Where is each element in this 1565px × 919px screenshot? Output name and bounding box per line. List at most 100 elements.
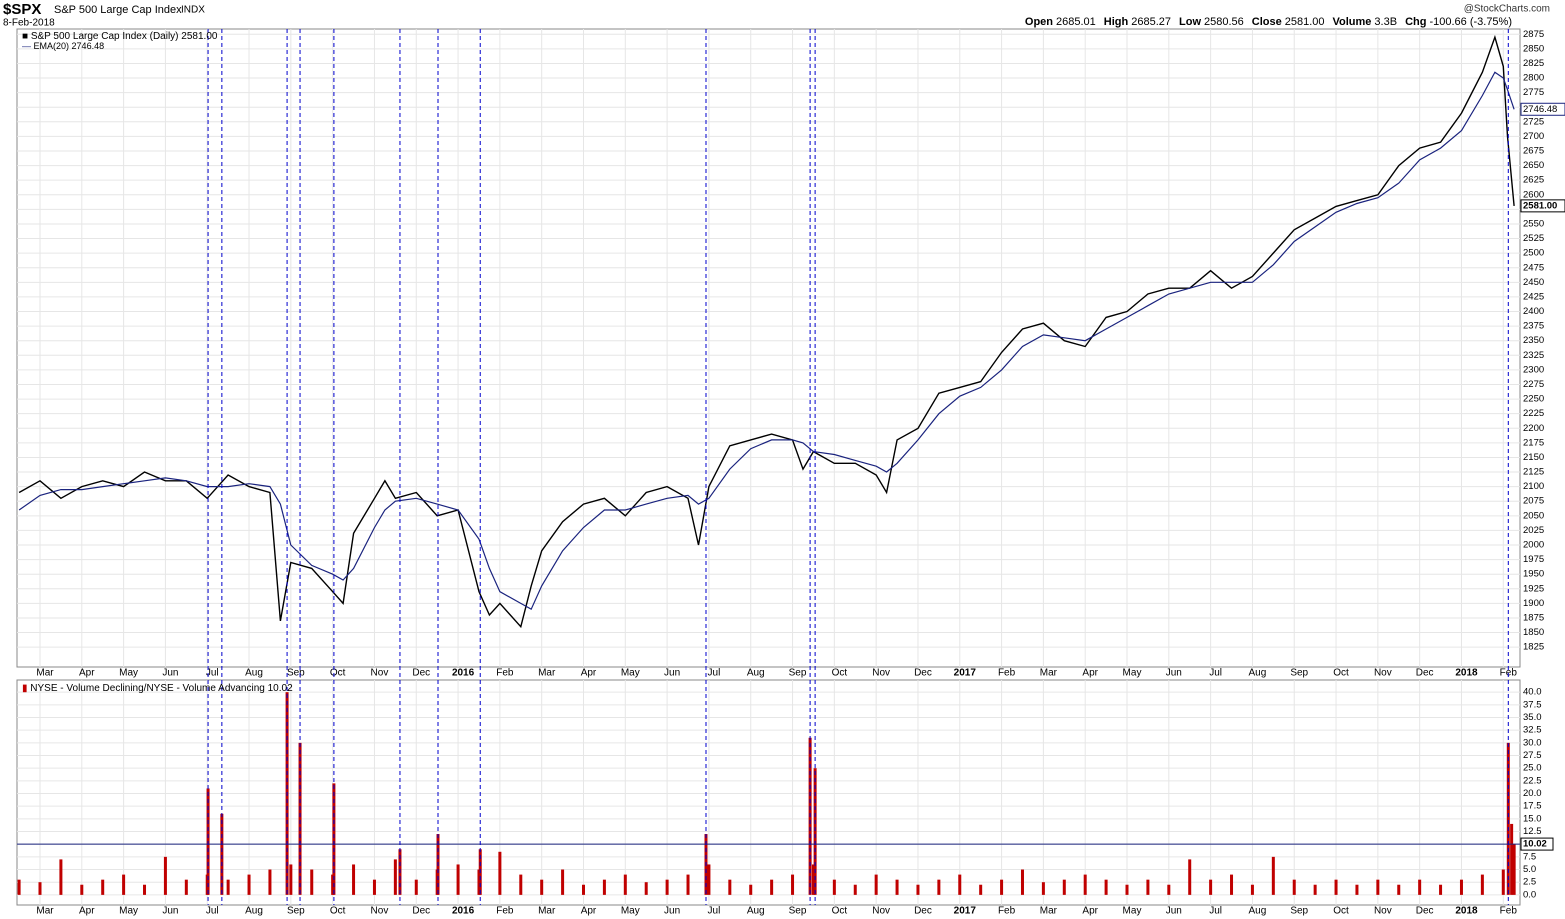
- x-tick-label: Apr: [1082, 668, 1098, 679]
- close-last-label: 2581.00: [1523, 200, 1557, 211]
- x-tick-label: Mar: [36, 906, 54, 917]
- y-tick-label: 20.0: [1523, 788, 1542, 799]
- x-tick-label: Jul: [206, 668, 219, 679]
- bar: [1020, 869, 1024, 895]
- y-tick-label: 2.5: [1523, 877, 1536, 888]
- bar: [1418, 879, 1422, 895]
- price-line: [18, 34, 1515, 629]
- stat-value: 3.3B: [1374, 16, 1397, 28]
- bar: [456, 864, 460, 895]
- bar: [561, 869, 565, 895]
- legend-swatch: —: [22, 41, 34, 51]
- x-tick-label: Nov: [371, 668, 389, 679]
- bar: [1506, 742, 1510, 895]
- stat-label: Low: [1179, 16, 1201, 28]
- bar: [749, 884, 753, 895]
- bar: [1512, 844, 1516, 895]
- x-tick-label: Aug: [747, 668, 765, 679]
- x-tick-label: Dec: [412, 668, 430, 679]
- y-tick-label: 25.0: [1523, 763, 1542, 774]
- stat-label: Close: [1252, 16, 1282, 28]
- value-box: [1520, 199, 1565, 213]
- x-tick-label: Dec: [914, 668, 932, 679]
- bar: [122, 874, 126, 895]
- bar: [1000, 879, 1004, 895]
- bar: [686, 874, 690, 895]
- x-tick-label: Aug: [1249, 906, 1267, 917]
- x-tick-label: Jul: [708, 906, 721, 917]
- x-tick-label: Apr: [1082, 906, 1098, 917]
- legend-name: NYSE - Volume Declining/NYSE - Volume Ad…: [30, 683, 265, 694]
- x-tick-label: Sep: [1290, 668, 1308, 679]
- price-panel: [16, 28, 1521, 668]
- bar: [832, 879, 836, 895]
- bar: [298, 742, 302, 895]
- bar: [728, 879, 732, 895]
- plot-layer: Mar Apr May Jun Jul Aug Sep Oct Nov Dec 2016 Feb Mar…: [17, 29, 1565, 917]
- bar: [414, 879, 418, 895]
- bar: [581, 884, 585, 895]
- bar: [958, 874, 962, 895]
- x-tick-label: Nov: [1374, 906, 1392, 917]
- y-tick-label: 1875: [1523, 612, 1544, 623]
- exchange: INDX: [181, 5, 205, 16]
- x-tick-label: Feb: [496, 668, 514, 679]
- y-tick-label: 2550: [1523, 218, 1544, 229]
- x-tick-label: Mar: [538, 668, 556, 679]
- bar: [101, 879, 105, 895]
- x-tick-label: May: [119, 668, 138, 679]
- x-tick-label: 2016: [452, 906, 475, 917]
- bar: [602, 879, 606, 895]
- bar: [310, 869, 314, 895]
- y-tick-label: 2850: [1523, 43, 1544, 54]
- y-tick-label: 2200: [1523, 423, 1544, 434]
- bar: [220, 813, 224, 895]
- bar: [937, 879, 941, 895]
- x-tick-label: Apr: [581, 668, 597, 679]
- bar: [184, 879, 188, 895]
- x-tick-label: Apr: [79, 668, 95, 679]
- y-tick-label: 2125: [1523, 467, 1544, 478]
- bar: [1167, 884, 1171, 895]
- y-tick-label: 2600: [1523, 189, 1544, 200]
- stat-label: High: [1104, 16, 1129, 28]
- y-tick-label: 2650: [1523, 160, 1544, 171]
- legend-swatch: ■: [22, 31, 31, 42]
- x-tick-label: Jun: [162, 668, 178, 679]
- bar: [1510, 823, 1514, 895]
- bar: [332, 783, 336, 895]
- x-tick-label: Dec: [1416, 668, 1434, 679]
- y-tick-label: 2875: [1523, 29, 1544, 40]
- source: @StockCharts.com: [1464, 4, 1550, 15]
- y-tick-label: 1925: [1523, 583, 1544, 594]
- y-tick-label: 2825: [1523, 58, 1544, 69]
- bar: [644, 882, 648, 895]
- y-tick-label: 27.5: [1523, 750, 1542, 761]
- y-tick-label: 1900: [1523, 598, 1544, 609]
- bar: [1459, 879, 1463, 895]
- x-tick-label: Nov: [1374, 668, 1392, 679]
- y-tick-label: 2800: [1523, 73, 1544, 84]
- x-tick-label: May: [119, 906, 138, 917]
- bar: [352, 864, 356, 895]
- y-tick-label: 17.5: [1523, 801, 1542, 812]
- ema-last-label: 2746.48: [1523, 104, 1557, 115]
- bar: [1083, 874, 1087, 895]
- bar: [247, 874, 251, 895]
- bar: [1271, 856, 1275, 895]
- x-tick-label: May: [1123, 668, 1142, 679]
- bar: [1041, 882, 1045, 895]
- y-tick-label: 15.0: [1523, 813, 1542, 824]
- x-tick-label: Feb: [496, 906, 514, 917]
- x-tick-label: 2017: [954, 906, 977, 917]
- y-tick-label: 2350: [1523, 335, 1544, 346]
- bar: [519, 874, 523, 895]
- legend-value: 2581.00: [181, 31, 218, 42]
- bar: [1376, 879, 1380, 895]
- bar: [1439, 884, 1443, 895]
- bar: [1355, 884, 1359, 895]
- y-tick-label: 32.5: [1523, 725, 1542, 736]
- x-tick-label: Oct: [1333, 668, 1349, 679]
- ema-legend: — EMA(20) 2746.48: [22, 41, 104, 51]
- price-line: [18, 71, 1515, 611]
